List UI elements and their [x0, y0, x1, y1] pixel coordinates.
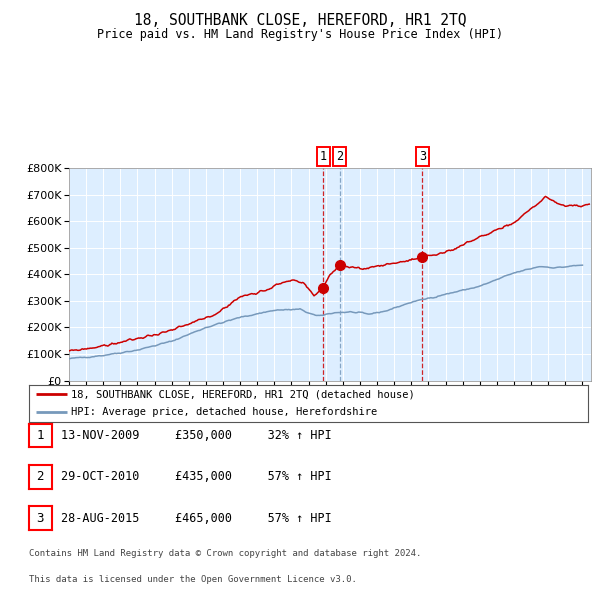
- Text: 1: 1: [320, 150, 327, 163]
- Text: HPI: Average price, detached house, Herefordshire: HPI: Average price, detached house, Here…: [71, 407, 377, 417]
- Text: This data is licensed under the Open Government Licence v3.0.: This data is licensed under the Open Gov…: [29, 575, 356, 584]
- Text: Price paid vs. HM Land Registry's House Price Index (HPI): Price paid vs. HM Land Registry's House …: [97, 28, 503, 41]
- Text: 3: 3: [419, 150, 426, 163]
- Text: 29-OCT-2010     £435,000     57% ↑ HPI: 29-OCT-2010 £435,000 57% ↑ HPI: [61, 470, 331, 483]
- Text: 1: 1: [37, 429, 44, 442]
- Text: 2: 2: [37, 470, 44, 483]
- Text: 13-NOV-2009     £350,000     32% ↑ HPI: 13-NOV-2009 £350,000 32% ↑ HPI: [61, 429, 331, 442]
- Text: 3: 3: [37, 512, 44, 525]
- Text: 18, SOUTHBANK CLOSE, HEREFORD, HR1 2TQ: 18, SOUTHBANK CLOSE, HEREFORD, HR1 2TQ: [134, 13, 466, 28]
- Text: Contains HM Land Registry data © Crown copyright and database right 2024.: Contains HM Land Registry data © Crown c…: [29, 549, 421, 558]
- Text: 18, SOUTHBANK CLOSE, HEREFORD, HR1 2TQ (detached house): 18, SOUTHBANK CLOSE, HEREFORD, HR1 2TQ (…: [71, 389, 415, 399]
- Text: 2: 2: [337, 150, 343, 163]
- Text: 28-AUG-2015     £465,000     57% ↑ HPI: 28-AUG-2015 £465,000 57% ↑ HPI: [61, 512, 331, 525]
